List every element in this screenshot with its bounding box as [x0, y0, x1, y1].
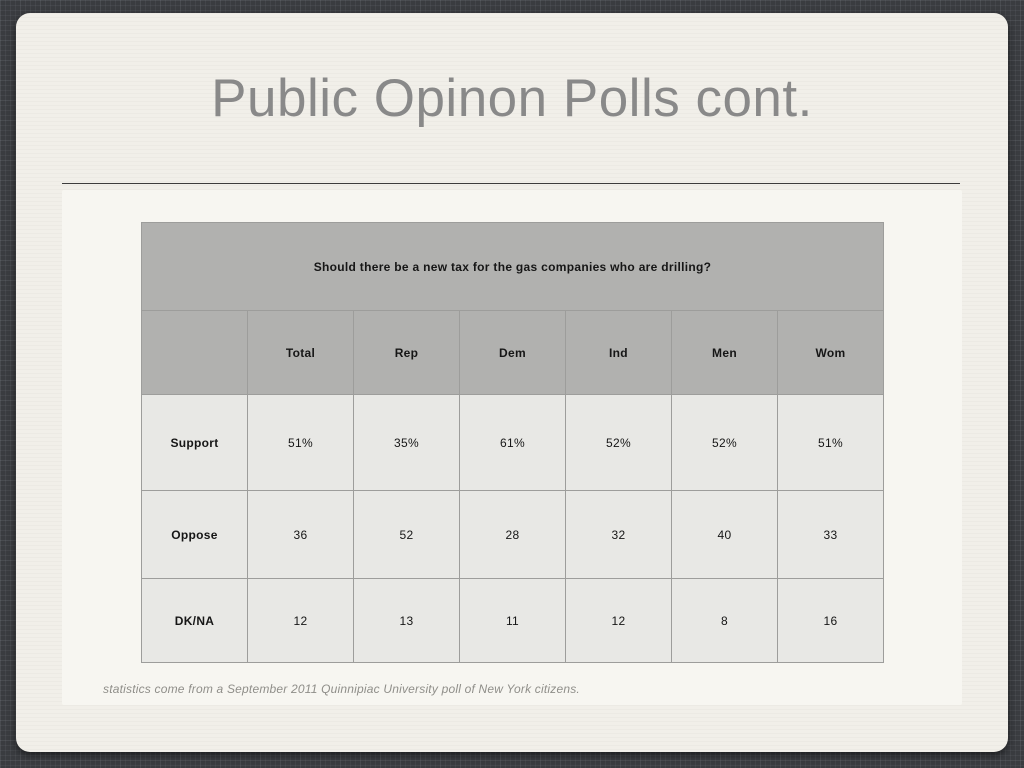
table-cell: 52%	[671, 394, 778, 491]
table-cell: 61%	[459, 394, 566, 491]
table-header-row: Total Rep Dem Ind Men Wom	[141, 310, 884, 395]
column-header-wom: Wom	[777, 310, 884, 395]
table-cell: 8	[671, 578, 778, 663]
row-label-dkna: DK/NA	[141, 578, 248, 663]
title-divider	[62, 183, 960, 184]
table-row: Support 51% 35% 61% 52% 52% 51%	[141, 394, 884, 491]
column-header-blank	[141, 310, 248, 395]
row-label-oppose: Oppose	[141, 490, 248, 579]
column-header-rep: Rep	[353, 310, 460, 395]
table-cell: 12	[247, 578, 354, 663]
row-label-support: Support	[141, 394, 248, 491]
table-cell: 51%	[247, 394, 354, 491]
column-header-total: Total	[247, 310, 354, 395]
table-cell: 40	[671, 490, 778, 579]
slide: Public Opinon Polls cont. Should there b…	[16, 13, 1008, 752]
table-question: Should there be a new tax for the gas co…	[141, 222, 884, 311]
table-cell: 32	[565, 490, 672, 579]
table-cell: 12	[565, 578, 672, 663]
table-cell: 16	[777, 578, 884, 663]
table-row: DK/NA 12 13 11 12 8 16	[141, 578, 884, 663]
table-cell: 28	[459, 490, 566, 579]
content-panel: Should there be a new tax for the gas co…	[62, 190, 962, 705]
table-cell: 52	[353, 490, 460, 579]
table-cell: 36	[247, 490, 354, 579]
column-header-men: Men	[671, 310, 778, 395]
table-row: Oppose 36 52 28 32 40 33	[141, 490, 884, 579]
table-cell: 51%	[777, 394, 884, 491]
table-cell: 11	[459, 578, 566, 663]
column-header-ind: Ind	[565, 310, 672, 395]
poll-table: Should there be a new tax for the gas co…	[141, 222, 884, 663]
table-cell: 52%	[565, 394, 672, 491]
table-cell: 35%	[353, 394, 460, 491]
table-question-row: Should there be a new tax for the gas co…	[141, 222, 884, 311]
table-cell: 33	[777, 490, 884, 579]
slide-title: Public Opinon Polls cont.	[211, 69, 813, 128]
table-cell: 13	[353, 578, 460, 663]
source-caption: statistics come from a September 2011 Qu…	[103, 682, 580, 696]
column-header-dem: Dem	[459, 310, 566, 395]
